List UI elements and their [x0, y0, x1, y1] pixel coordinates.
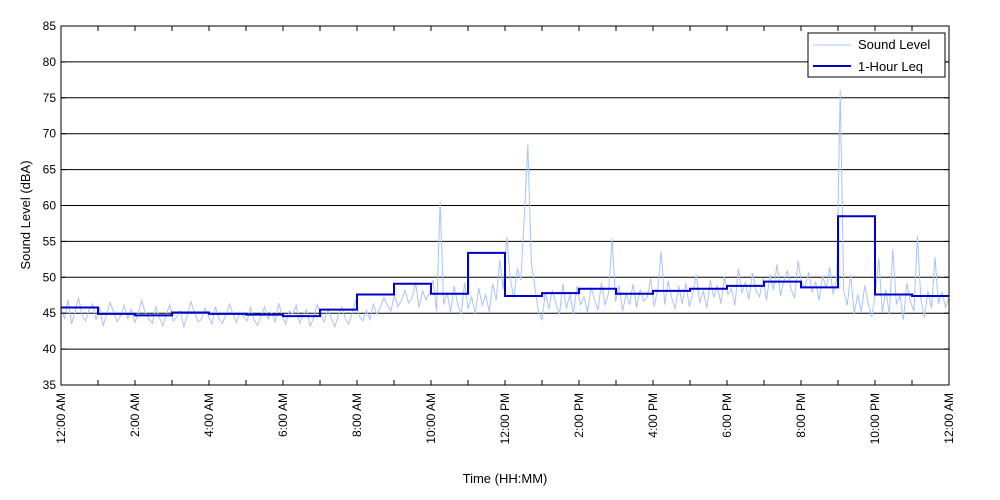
- x-tick-label-1: 2:00 AM: [128, 393, 142, 437]
- y-tick-label-4: 55: [43, 234, 57, 248]
- x-axis: 12:00 AM 2:00 AM 4:00 AM 6:00 AM 8:00 AM 10:0…: [54, 26, 956, 444]
- x-tick-label-9: 6:00 PM: [720, 393, 734, 438]
- data-series: [60, 89, 950, 329]
- y-tick-label-2: 45: [43, 306, 57, 320]
- x-tick-label-7: 2:00 PM: [572, 393, 586, 438]
- y-tick-label-3: 50: [43, 270, 57, 284]
- y-tick-label-8: 75: [43, 91, 57, 105]
- legend-label-sound-level: Sound Level: [858, 37, 930, 52]
- x-tick-label-5: 10:00 AM: [424, 393, 438, 444]
- legend: Sound Level 1-Hour Leq: [807, 32, 946, 78]
- x-tick-label-10: 8:00 PM: [794, 393, 808, 438]
- x-axis-label: Time (HH:MM): [463, 471, 548, 486]
- x-tick-label-0: 12:00 AM: [54, 393, 68, 444]
- x-tick-label-6: 12:00 PM: [498, 393, 512, 444]
- legend-box: [807, 32, 946, 78]
- x-tick-label-11: 10:00 PM: [868, 393, 882, 444]
- grid-lines: [61, 61, 949, 350]
- y-axis-label: Sound Level (dBA): [18, 160, 33, 269]
- y-tick-label-5: 60: [43, 199, 57, 213]
- y-tick-label-0: 35: [43, 378, 57, 392]
- y-tick-label-9: 80: [43, 55, 57, 69]
- x-tick-label-2: 4:00 AM: [202, 393, 216, 437]
- y-tick-label-1: 40: [43, 342, 57, 356]
- y-tick-label-10: 85: [43, 19, 57, 33]
- legend-label-1-hour-leq: 1-Hour Leq: [858, 59, 923, 74]
- y-tick-label-6: 65: [43, 163, 57, 177]
- x-tick-label-4: 8:00 AM: [350, 393, 364, 437]
- y-axis: 35 40 45 50 55 60 65 70 75 80 85: [43, 19, 949, 392]
- y-tick-label-7: 70: [43, 127, 57, 141]
- series-1-hour-leq-line: [61, 215, 949, 318]
- x-tick-label-12: 12:00 AM: [942, 393, 956, 444]
- x-tick-label-3: 6:00 AM: [276, 393, 290, 437]
- x-tick-label-8: 4:00 PM: [646, 393, 660, 438]
